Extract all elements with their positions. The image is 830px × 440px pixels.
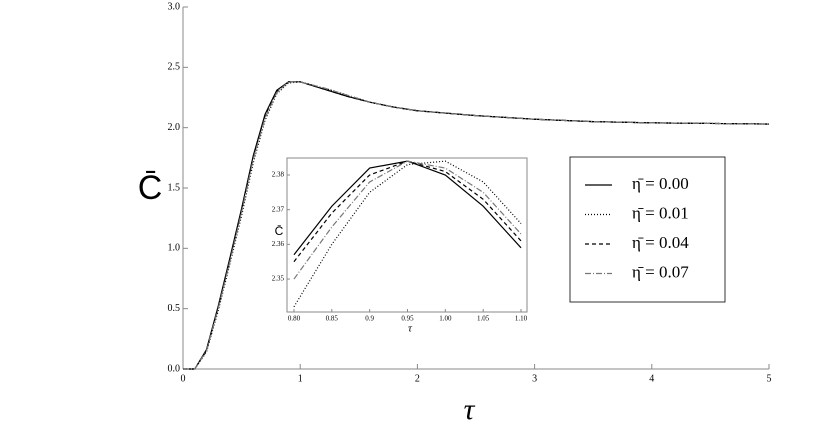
legend-label: η̄ = 0.01 <box>632 203 689 222</box>
y-axis-label: C̄ <box>275 224 284 238</box>
y-tick-label: 3.0 <box>168 1 181 12</box>
y-tick-label: 2.35 <box>272 275 285 283</box>
y-tick-label: 2.37 <box>272 205 285 213</box>
legend-label: η̄ = 0.00 <box>632 174 689 193</box>
x-tick-label: 0.95 <box>401 315 414 323</box>
y-tick-label: 2.5 <box>168 62 181 73</box>
x-axis-label: τ <box>408 323 413 335</box>
series-line <box>183 81 770 370</box>
y-axis-label: C̄ <box>138 169 163 207</box>
x-tick-label: 1.00 <box>439 315 452 323</box>
x-tick-label: 4 <box>649 373 654 384</box>
y-tick-label: 0.0 <box>168 363 181 374</box>
x-tick-label: 5 <box>767 373 772 384</box>
legend-label: η̄ = 0.07 <box>632 262 689 281</box>
y-tick-label: 2.36 <box>272 240 285 248</box>
x-tick-label: 1.10 <box>515 315 528 323</box>
series-line <box>293 160 522 280</box>
x-tick-label: 0.80 <box>288 315 301 323</box>
y-tick-label: 2.0 <box>168 122 181 133</box>
y-tick-label: 1.5 <box>168 182 181 193</box>
y-tick-label: 2.38 <box>272 171 285 179</box>
x-tick-label: 0.9 <box>365 315 374 323</box>
inset-frame <box>286 157 528 313</box>
legend-label: η̄ = 0.04 <box>632 233 689 252</box>
y-tick-label: 1.0 <box>168 243 181 254</box>
y-tick-label: 0.5 <box>168 303 181 314</box>
x-tick-label: 0 <box>181 373 186 384</box>
x-tick-label: 1.05 <box>477 315 490 323</box>
x-tick-label: 2 <box>415 373 420 384</box>
x-tick-label: 0.85 <box>326 315 339 323</box>
x-tick-label: 1 <box>298 373 303 384</box>
x-tick-label: 3 <box>532 373 537 384</box>
x-axis-label: τ <box>464 393 476 426</box>
legend-box <box>569 156 726 303</box>
